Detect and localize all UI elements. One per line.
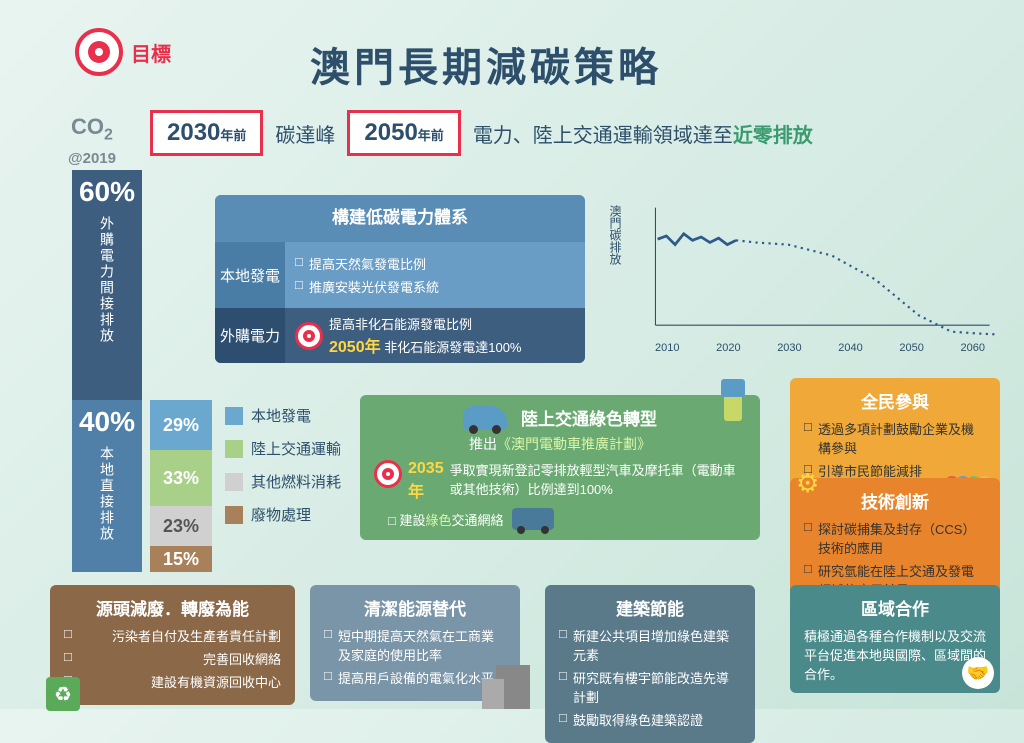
goal-2030-text: 碳達峰 — [275, 119, 335, 148]
emission-chart: 澳門碳排放 2010 2020 2030 2040 2050 2060 — [625, 185, 995, 350]
bar-40: 40% 本地直接排放 — [72, 400, 142, 572]
chart-xlabels: 2010 2020 2030 2040 2050 2060 — [655, 342, 985, 354]
sub-bar-chart: 29% 33% 23% 15% — [150, 400, 212, 572]
sub-bar-1: 29% — [150, 400, 212, 450]
goal-row: 2030年前 碳達峰 2050年前 電力、陸上交通運輸領域達至近零排放 — [150, 110, 813, 156]
page-title: 澳門長期減碳策略 — [310, 35, 662, 93]
building-icon — [496, 665, 530, 709]
hands-icon: 🤝 — [962, 657, 994, 689]
swatch — [225, 473, 243, 491]
target-icon — [374, 460, 402, 488]
panel-building: 建築節能 新建公共項目增加綠色建築元素研究既有樓宇節能改造先導計劃鼓勵取得綠色建… — [545, 585, 755, 743]
bus-icon — [512, 508, 554, 530]
header: 目標 — [75, 28, 171, 76]
recycle-icon: ♻ — [46, 677, 80, 711]
panel-clean: 清潔能源替代 短中期提高天然氣在工商業及家庭的使用比率提高用戶設備的電氣化水平 — [310, 585, 520, 701]
target-icon — [75, 28, 123, 76]
goal-2030-box: 2030年前 — [150, 110, 263, 156]
bar-60: 60% 外購電力間接排放 — [72, 170, 142, 400]
panel-power: 構建低碳電力體系 本地發電 提高天然氣發電比例推廣安裝光伏發電系統 外購電力 提… — [215, 195, 585, 363]
sub-bar-4: 15% — [150, 546, 212, 572]
swatch — [225, 506, 243, 524]
car-icon — [463, 406, 507, 430]
panel-transport: 陸上交通綠色轉型 推出《澳門電動車推廣計劃》 2035年 爭取實現新登記零排放輕… — [360, 395, 760, 540]
target-icon — [295, 322, 323, 350]
gear-icon — [796, 468, 824, 496]
sub-bar-3: 23% — [150, 506, 212, 546]
swatch — [225, 440, 243, 458]
co2-label: CO2 @2019 — [68, 115, 116, 168]
legend: 本地發電 陸上交通運輸 其他燃料消耗 廢物處理 — [225, 405, 341, 537]
goal-2050-text: 電力、陸上交通運輸領域達至近零排放 — [473, 119, 813, 148]
goal-2050-box: 2050年前 — [347, 110, 460, 156]
main-bar-chart: 60% 外購電力間接排放 40% 本地直接排放 — [72, 170, 142, 572]
charger-icon — [724, 381, 742, 421]
swatch — [225, 407, 243, 425]
panel-region: 區域合作 積極通過各種合作機制以及交流平台促進本地與國際、區域間的合作。 🤝 — [790, 585, 1000, 693]
sub-bar-2: 33% — [150, 450, 212, 506]
target-label: 目標 — [131, 38, 171, 67]
panel-waste: 源頭減廢．轉廢為能 污染者自付及生產者責任計劃完善回收網絡建設有機資源回收中心 … — [50, 585, 295, 705]
